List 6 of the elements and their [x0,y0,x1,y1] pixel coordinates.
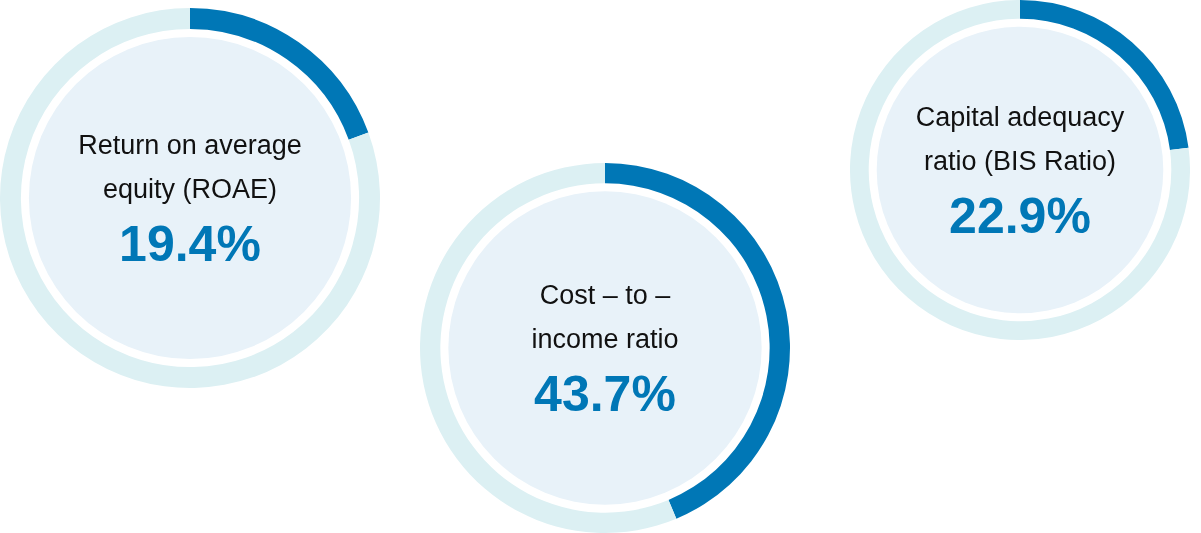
text: Return on average equity (ROAE) [77,129,303,206]
text: 43.7% [534,365,676,423]
text: 22.9% [949,187,1091,245]
text: Capital adequacy ratio (BIS Ratio) [914,101,1126,178]
text: 19.4% [119,215,261,273]
text: Cost – to – income ratio [530,279,680,356]
